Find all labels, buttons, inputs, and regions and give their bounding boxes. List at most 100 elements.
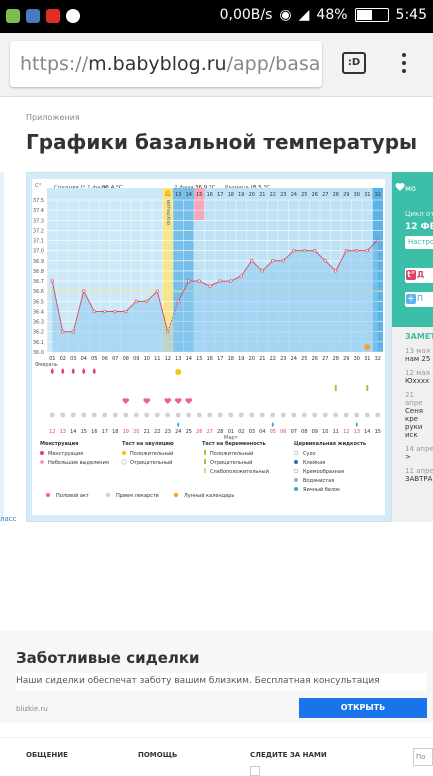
y-tick-label: 37.5 xyxy=(33,198,44,204)
meds-dot-icon xyxy=(49,412,55,418)
temperature-point xyxy=(124,309,128,314)
day-column xyxy=(120,188,131,352)
legend-pregpos-icon xyxy=(204,450,206,455)
day-column xyxy=(204,188,215,352)
x-date-label: 11 xyxy=(333,429,339,435)
meds-dot-icon xyxy=(333,412,339,418)
temperature-point xyxy=(323,259,327,263)
y-tick-label: 36.4 xyxy=(33,309,44,315)
thermometer-icon: t° xyxy=(406,270,416,280)
note-item[interactable]: 11 апре ЗАВТРА xyxy=(392,467,433,483)
bbt-chart-panel: Средняя t° 1 фаза36.4 °C2 фаза36.9 °CРаз… xyxy=(26,172,392,522)
note-date: 21 апре xyxy=(405,391,423,407)
meds-dot-icon xyxy=(312,412,318,418)
address-bar[interactable]: https://m.babyblog.ru/app/basal xyxy=(10,41,322,87)
overflow-menu-icon[interactable] xyxy=(400,51,408,77)
favorite-label[interactable]: мо xyxy=(405,184,416,193)
x-cycle-day: 21 xyxy=(259,356,265,362)
ad-title[interactable]: Заботливые сиделки xyxy=(16,649,200,667)
y-tick-label: 37.2 xyxy=(33,228,44,234)
footer-col-help[interactable]: ПОМОЩЬ xyxy=(138,751,178,759)
legend-pregneg-icon xyxy=(204,459,206,464)
x-date-label: 21 xyxy=(144,429,150,435)
chart-svg[interactable]: Средняя t° 1 фаза36.4 °C2 фаза36.9 °CРаз… xyxy=(32,179,385,515)
ad-banner[interactable]: Заботливые сиделки Наши сиделки обеспеча… xyxy=(0,631,433,723)
y-tick-label: 37.4 xyxy=(33,208,44,214)
top-day-label: 24 xyxy=(291,192,297,198)
x-date-label: 04 xyxy=(259,429,265,435)
legend-menstruation-heading: Менструация xyxy=(40,441,78,447)
temperature-point xyxy=(61,330,65,334)
y-tick-label: 36.7 xyxy=(33,279,44,285)
x-cycle-day: 27 xyxy=(322,356,328,362)
intercourse-heart-icon xyxy=(174,398,182,404)
meds-dot-icon xyxy=(291,412,297,418)
clock: 5:45 xyxy=(395,7,427,23)
intercourse-heart-icon xyxy=(164,398,172,404)
temperature-point xyxy=(239,274,243,278)
tab-switcher-button[interactable]: :D xyxy=(342,52,366,74)
x-date-label: 17 xyxy=(102,429,108,435)
day-column-shade xyxy=(194,188,205,352)
notes-list: ЗАМЕТ 13 мая 2нам 25 н 12 мая 2Юхххх 21 … xyxy=(392,332,433,483)
meds-dot-icon xyxy=(249,412,255,418)
android-icon xyxy=(6,9,20,23)
meds-dot-icon xyxy=(102,412,108,418)
y-tick-label: 37.0 xyxy=(33,249,44,255)
x-cycle-day: 23 xyxy=(280,356,286,362)
note-date: 13 мая 2 xyxy=(405,347,433,355)
add-note-label: П xyxy=(417,294,424,303)
footer-col-follow[interactable]: СЛЕДИТЕ ЗА НАМИ xyxy=(250,751,327,759)
top-day-label: 32 xyxy=(375,192,381,198)
x-date-label: 08 xyxy=(301,429,307,435)
add-note-button[interactable]: + П xyxy=(405,292,433,307)
note-item[interactable]: 12 мая 2Юхххх xyxy=(392,369,433,385)
temperature-point xyxy=(208,284,212,288)
x-date-label: 10 xyxy=(322,429,328,435)
notes-header: ЗАМЕТ xyxy=(405,332,433,341)
x-cycle-day: 08 xyxy=(123,356,129,362)
temperature-point xyxy=(355,249,359,253)
add-temperature-button[interactable]: t° Д xyxy=(405,268,433,283)
day-column xyxy=(162,188,173,352)
x-cycle-day: 30 xyxy=(354,356,360,362)
day-column xyxy=(194,188,205,352)
day-column xyxy=(131,188,142,352)
legend-eggwhite: Яичный белок xyxy=(303,486,340,493)
temperature-point xyxy=(218,279,222,283)
x-date-label: 24 xyxy=(175,429,181,435)
day-column xyxy=(141,188,152,352)
message-icon xyxy=(26,9,40,23)
social-icon[interactable] xyxy=(250,766,260,776)
temperature-point xyxy=(92,309,96,314)
right-panel: мо Цикл от 12 ФЕ Настро t° Д + П ЗАМЕТ 13 … xyxy=(392,172,433,522)
top-day-label: 18 xyxy=(228,192,234,198)
meds-dot-icon xyxy=(364,412,370,418)
note-item[interactable]: 21 апре Сеня кре руки иск xyxy=(392,391,433,439)
x-date-label: 15 xyxy=(375,429,381,435)
breadcrumb[interactable]: Приложения xyxy=(26,113,80,122)
footer-input[interactable]: По xyxy=(413,748,433,766)
note-text: Сеня кре руки иск xyxy=(405,407,423,439)
wifi-icon: ◉ xyxy=(279,7,292,23)
x-cycle-day: 10 xyxy=(144,356,150,362)
day-column xyxy=(225,188,236,352)
settings-button[interactable]: Настро xyxy=(405,236,433,249)
day-column xyxy=(89,188,100,352)
temperature-point xyxy=(82,289,86,293)
footer-col-community[interactable]: ОБЩЕНИЕ xyxy=(26,751,68,759)
top-day-label: 29 xyxy=(343,192,349,198)
top-day-label: 13 xyxy=(175,192,181,198)
temperature-point xyxy=(187,279,191,283)
x-cycle-day: 14 xyxy=(186,356,192,362)
note-item[interactable]: 14 апре > xyxy=(392,445,433,461)
y-tick-label: 37.3 xyxy=(33,218,44,224)
x-cycle-day: 09 xyxy=(133,356,139,362)
left-sidebar-link[interactable]: ласс xyxy=(0,515,17,523)
day-column xyxy=(183,188,194,352)
temperature-point xyxy=(134,299,138,303)
x-date-label: 12 xyxy=(343,429,349,435)
meds-dot-icon xyxy=(154,412,160,418)
ad-open-button[interactable]: ОТКРЫТЬ xyxy=(299,698,427,718)
note-item[interactable]: 13 мая 2нам 25 н xyxy=(392,347,433,363)
